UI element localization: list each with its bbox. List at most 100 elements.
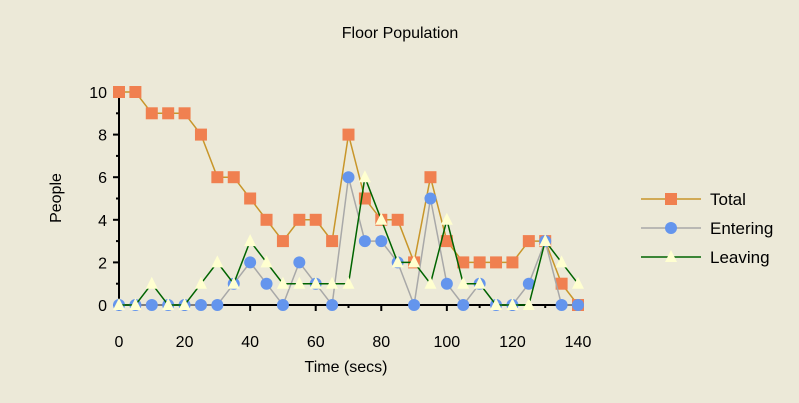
legend-total-marker (665, 193, 677, 205)
data-point-entering (375, 235, 388, 248)
data-point-entering (194, 299, 207, 311)
data-point-leaving (178, 298, 191, 310)
data-point-total (457, 256, 470, 269)
data-point-total (440, 235, 453, 248)
data-point-leaving (572, 276, 584, 289)
data-point-leaving (326, 276, 339, 289)
x-tick-label: 80 (372, 334, 390, 351)
data-point-entering (260, 277, 273, 290)
x-tick-label: 20 (176, 334, 194, 351)
data-point-leaving (309, 276, 322, 289)
legend-leaving-label: Leaving (710, 248, 770, 267)
data-point-entering (555, 299, 568, 311)
data-point-entering (408, 299, 421, 311)
data-point-total (227, 171, 240, 184)
data-point-entering (457, 299, 470, 311)
y-tick-label: 10 (89, 85, 107, 102)
data-point-entering (424, 192, 437, 205)
data-point-leaving (276, 276, 289, 289)
series-total-line (119, 91, 579, 306)
data-point-leaving (129, 298, 142, 310)
plot-area (113, 86, 584, 311)
data-point-leaving (408, 255, 421, 268)
data-point-entering (276, 299, 289, 311)
data-point-leaving (440, 212, 453, 225)
data-point-entering (145, 299, 158, 311)
data-point-total (293, 213, 306, 226)
data-point-leaving (162, 298, 175, 310)
data-point-total (113, 86, 125, 98)
y-tick-label: 2 (98, 255, 107, 272)
legend-entering-marker (665, 222, 677, 234)
data-point-leaving (506, 298, 519, 310)
data-point-total (260, 213, 273, 226)
data-point-leaving (293, 276, 306, 289)
data-point-entering (211, 299, 224, 311)
x-tick-label: 40 (241, 334, 259, 351)
data-point-total (473, 256, 486, 269)
data-point-total (506, 256, 519, 269)
data-point-leaving (358, 170, 371, 183)
series-entering (113, 171, 584, 311)
data-point-total (178, 107, 191, 120)
y-tick-label: 0 (98, 298, 107, 315)
data-point-entering (244, 256, 257, 269)
data-point-entering (572, 299, 584, 311)
data-point-leaving (490, 298, 503, 310)
data-point-leaving (391, 255, 404, 268)
data-point-leaving (522, 298, 535, 310)
x-tick-label: 0 (115, 334, 124, 351)
data-point-leaving (555, 255, 568, 268)
x-tick-label: 120 (499, 334, 526, 351)
data-point-total (391, 213, 404, 226)
y-tick-label: 8 (98, 128, 107, 145)
data-point-entering (293, 256, 306, 269)
data-point-leaving (244, 234, 257, 247)
data-point-leaving (375, 212, 388, 225)
data-point-total (244, 192, 257, 205)
data-point-leaving (145, 276, 158, 289)
data-point-leaving (539, 234, 552, 247)
data-point-total (490, 256, 503, 269)
x-tick-label: 60 (307, 334, 325, 351)
x-tick-label: 100 (434, 334, 461, 351)
data-point-leaving (342, 276, 355, 289)
data-point-total (555, 277, 568, 290)
legend-entering-label: Entering (710, 219, 773, 238)
data-point-total (424, 171, 437, 184)
data-point-total (326, 235, 339, 248)
data-point-leaving (457, 276, 470, 289)
series-leaving (113, 170, 584, 310)
data-point-entering (358, 235, 371, 248)
data-point-total (194, 128, 207, 141)
data-point-total (522, 235, 535, 248)
data-point-entering (342, 171, 355, 184)
data-point-total (309, 213, 322, 226)
chart-title: Floor Population (342, 25, 459, 42)
data-point-leaving (473, 276, 486, 289)
y-tick-label: 4 (98, 213, 107, 230)
data-point-leaving (113, 298, 125, 310)
data-point-leaving (194, 276, 207, 289)
data-point-total (129, 86, 142, 98)
data-point-leaving (211, 255, 224, 268)
data-point-total (145, 107, 158, 120)
data-point-leaving (424, 276, 437, 289)
x-axis-label: Time (secs) (305, 359, 388, 376)
data-point-entering (326, 299, 339, 311)
data-point-entering (440, 277, 453, 290)
data-point-leaving (260, 255, 273, 268)
legend-leaving-marker (665, 250, 677, 262)
legend-total-label: Total (710, 190, 746, 209)
y-tick-label: 6 (98, 170, 107, 187)
data-point-entering (522, 277, 535, 290)
x-tick-label: 140 (565, 334, 592, 351)
data-point-total (162, 107, 175, 120)
data-point-total (211, 171, 224, 184)
data-point-leaving (227, 276, 240, 289)
data-point-total (342, 128, 355, 141)
data-point-total (276, 235, 289, 248)
